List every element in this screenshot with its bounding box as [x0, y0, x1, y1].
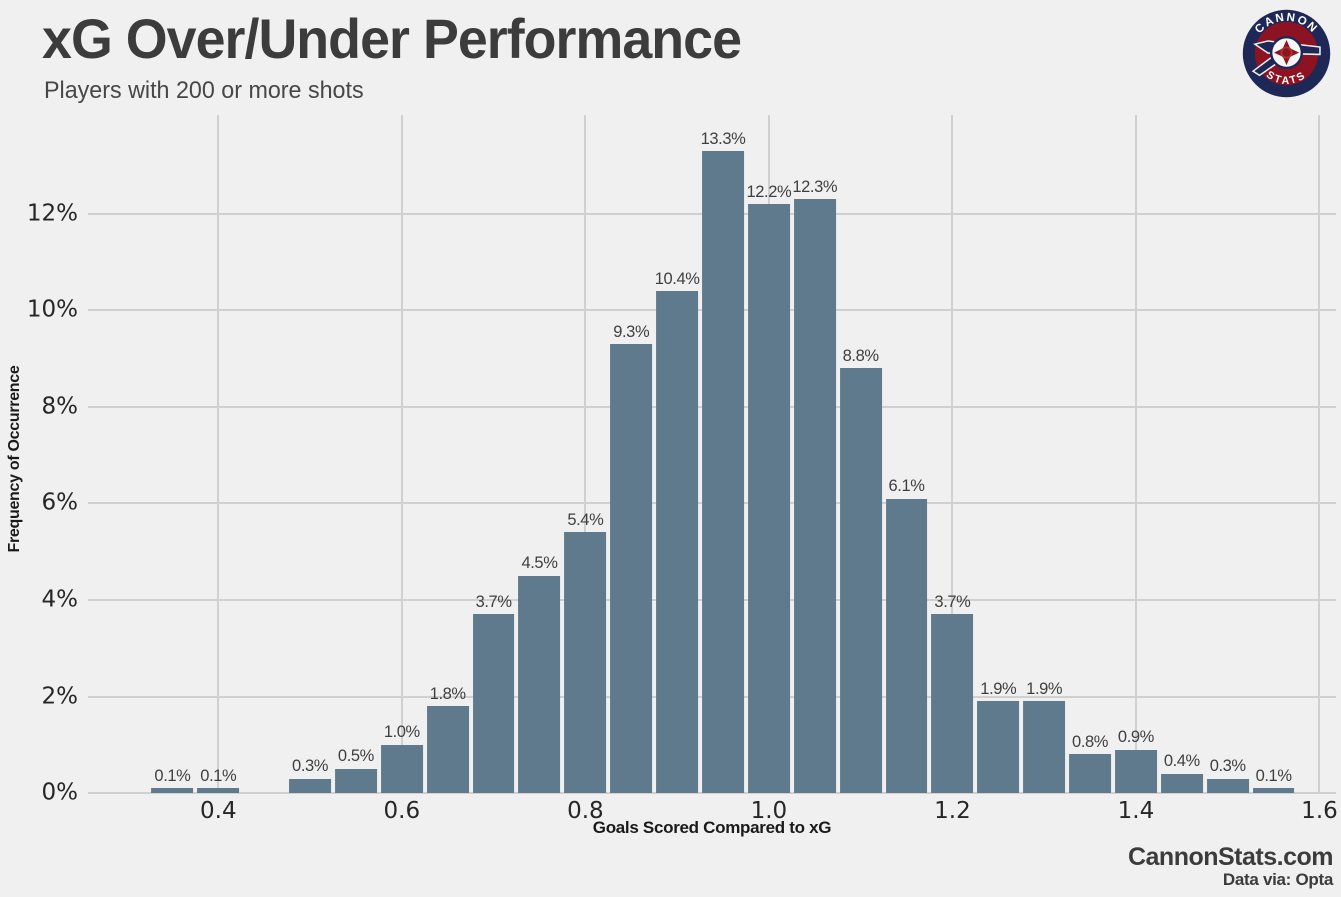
vertical-gridline — [951, 115, 954, 793]
x-tick-label: 1.4 — [1117, 798, 1155, 824]
x-tick-label: 1.6 — [1301, 798, 1338, 824]
cannonstats-logo: CANNON STATS — [1242, 9, 1331, 98]
histogram-bar — [1206, 778, 1249, 793]
bar-value-label: 6.1% — [888, 477, 925, 496]
histogram-bar — [335, 768, 377, 793]
histogram-bar — [518, 575, 561, 793]
bar-value-label: 0.9% — [1117, 728, 1154, 747]
bar-value-label: 0.5% — [337, 747, 374, 766]
vertical-gridline — [400, 115, 403, 793]
bar-value-label: 10.4% — [654, 269, 700, 288]
y-tick-label: 2% — [41, 683, 79, 709]
histogram-bar — [564, 532, 607, 793]
bar-value-label: 3.7% — [934, 592, 971, 611]
bar-value-label: 1.9% — [980, 679, 1017, 698]
bar-value-label: 4.5% — [521, 554, 558, 573]
logo-text-bottom: STATS — [1264, 69, 1307, 87]
y-tick-label: 12% — [26, 200, 78, 227]
bar-value-label: 0.1% — [1255, 766, 1292, 785]
bar-value-label: 12.3% — [792, 177, 838, 196]
x-tick-label: 0.4 — [200, 798, 237, 824]
histogram-bar — [426, 706, 469, 793]
bar-value-label: 1.8% — [429, 684, 466, 703]
bar-value-label: 0.1% — [154, 766, 191, 785]
y-tick-label: 6% — [41, 489, 79, 516]
vertical-gridline — [1318, 115, 1321, 793]
page-subtitle: Players with 200 or more shots — [44, 77, 364, 104]
vertical-gridline — [584, 115, 587, 793]
histogram-bar — [1115, 749, 1157, 793]
bar-value-label: 5.4% — [567, 510, 604, 529]
y-tick-label: 8% — [41, 393, 79, 420]
footer-data-source: Data via: Opta — [1222, 870, 1333, 889]
x-axis-label: Goals Scored Compared to xG — [592, 818, 832, 837]
histogram-bar — [197, 788, 240, 793]
histogram-bar — [1069, 754, 1111, 793]
x-tick-label: 0.8 — [567, 798, 604, 824]
svg-text:STATS: STATS — [1264, 69, 1309, 87]
histogram-bar — [885, 498, 928, 793]
plot-area: 0.4 0.6 0.8 1.0 1.2 1.4 1.6 0% 2% 4% 6% 8% 10% 12% 0.1… — [27, 115, 1338, 823]
page-title: xG Over/Under Performance — [42, 7, 742, 70]
histogram-bar — [1023, 701, 1066, 793]
bar-value-label: 9.3% — [613, 322, 650, 341]
y-tick-label: 10% — [26, 296, 78, 323]
histogram-bar — [1252, 788, 1295, 793]
cannon-icon — [1251, 36, 1321, 77]
histogram-bar — [931, 614, 974, 793]
bar-value-label: 13.3% — [700, 129, 746, 148]
vertical-gridline — [1134, 115, 1137, 793]
vertical-gridline — [217, 115, 220, 793]
histogram-bar — [747, 204, 790, 793]
bar-value-label: 12.2% — [746, 182, 792, 201]
histogram-bar — [656, 291, 699, 793]
histogram-bar — [151, 788, 194, 793]
bar-value-label: 8.8% — [842, 346, 879, 365]
histogram-bar — [839, 368, 882, 793]
histogram-bar — [610, 344, 653, 793]
bar-value-label: 1.9% — [1026, 679, 1063, 698]
bar-value-label: 0.8% — [1072, 732, 1109, 751]
histogram-bar — [793, 199, 836, 793]
histogram-bar — [380, 744, 423, 793]
histogram-bar — [702, 151, 744, 793]
bar-value-label: 0.1% — [200, 766, 237, 785]
bar-value-label: 1.0% — [383, 723, 420, 742]
y-axis-label: Frequency of Occurrence — [6, 365, 23, 553]
y-tick-label: 0% — [41, 779, 79, 806]
footer-site-text: CannonStats.com — [1127, 843, 1334, 871]
histogram-bar — [1160, 773, 1203, 793]
x-tick-label: 1.0 — [750, 798, 788, 824]
histogram-bar — [472, 614, 515, 793]
bar-value-label: 0.3% — [1209, 757, 1246, 776]
y-tick-label: 4% — [41, 586, 79, 613]
horizontal-gridline — [88, 792, 1336, 794]
bar-value-label: 0.3% — [292, 757, 329, 776]
histogram-bar — [289, 778, 331, 793]
bar-value-label: 3.7% — [475, 592, 512, 611]
bar-value-label: 0.4% — [1163, 752, 1200, 771]
x-tick-label: 1.2 — [934, 798, 971, 824]
histogram-bar — [977, 701, 1020, 793]
x-tick-label: 0.6 — [383, 798, 421, 824]
